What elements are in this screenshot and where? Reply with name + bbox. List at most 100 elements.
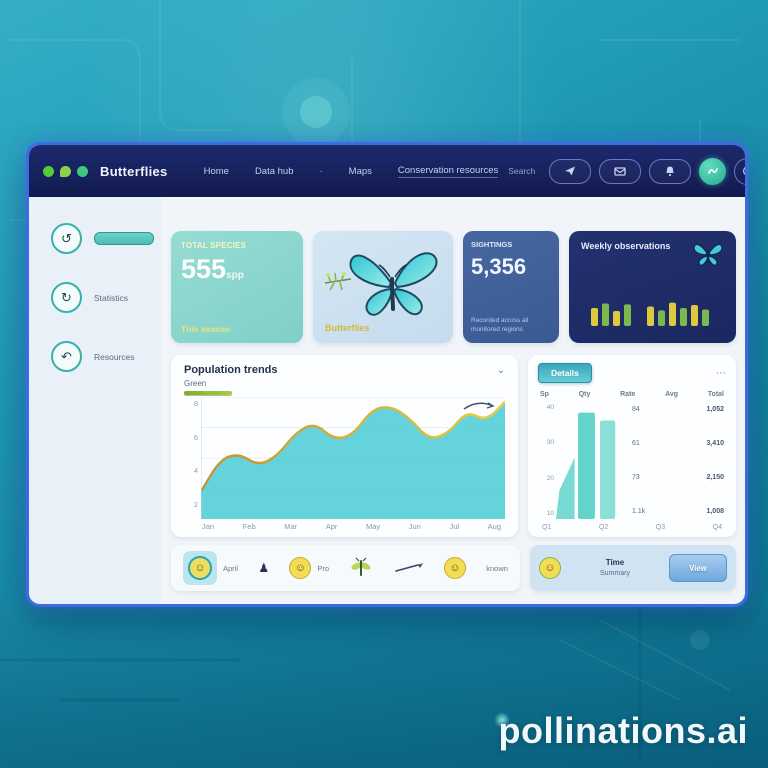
nav-links: Home Data hub · Maps Conservation resour…	[204, 165, 499, 178]
history-icon: ↺	[51, 223, 82, 254]
bar-y-label: 30	[546, 439, 554, 447]
chart-zone: 8 6 4 2	[184, 397, 505, 519]
quick-action-smiley[interactable]: ☺	[443, 557, 466, 579]
y-tick: 4	[193, 466, 198, 476]
stat-cards-row: TOTAL SPECIES 555spp This season	[171, 231, 736, 343]
quick-action-pen[interactable]	[394, 562, 424, 574]
nav-link-resources[interactable]: Conservation resources	[397, 164, 499, 178]
traffic-dots	[43, 165, 88, 177]
sidebar-item-resources[interactable]: ↶ Resources	[29, 341, 161, 372]
avatar-mark-icon	[707, 168, 718, 174]
x-tick: Jan	[202, 522, 215, 531]
table-header: Sp	[540, 391, 549, 398]
x-axis-labels: Jan Feb Mar Apr May Jun Jul Aug	[198, 519, 505, 531]
bell-icon	[666, 166, 674, 177]
butterfly-illustration	[349, 252, 438, 316]
details-button[interactable]: Details	[538, 363, 592, 383]
quick-action-bug[interactable]	[349, 557, 373, 579]
watermark: pollinations.ai	[498, 710, 748, 751]
card-sightings[interactable]: SIGHTINGS 5,356 Recorded across all moni…	[463, 231, 559, 343]
dashboard-window: Butterflies Home Data hub · Maps Conserv…	[26, 142, 748, 607]
quick-action-label: known	[486, 563, 508, 573]
quick-action-known[interactable]: known	[486, 564, 508, 573]
table-cell: 1.1k	[632, 508, 646, 515]
area-chart[interactable]	[201, 397, 505, 519]
flower-face-icon: ☺	[539, 557, 561, 579]
detail-panel-header: Details ⋯	[538, 363, 726, 383]
bottom-row: ☺ April ♟ ☺ Pro	[171, 545, 736, 591]
card-weekly-observations[interactable]: Weekly observations	[569, 231, 736, 343]
card-butterfly[interactable]: Butterflies	[313, 231, 453, 343]
trend-chart-panel: Population trends ⌄ Green 8 6 4 2 Jan Feb Mar…	[171, 355, 518, 537]
smiley-icon: ☺	[443, 557, 466, 579]
card-title: Weekly observations	[581, 241, 671, 251]
quick-action-pawn[interactable]: ♟	[258, 561, 269, 575]
y-tick: 6	[193, 432, 198, 442]
card-bars-svg	[591, 302, 709, 326]
detail-panel: Details ⋯ Sp Qty Rate Avg Total 40 30 20 10 84 1…	[528, 355, 736, 537]
back-arrow-icon: ↶	[51, 341, 82, 372]
green-dot-icon	[43, 165, 54, 177]
chess-pawn-icon: ♟	[258, 561, 270, 575]
chevron-down-icon[interactable]: ⌄	[496, 364, 505, 376]
legend-swatch	[184, 391, 232, 395]
send-button[interactable]	[549, 158, 592, 184]
footer-label: Q3	[655, 524, 666, 531]
notifications-button[interactable]	[649, 158, 692, 184]
table-cell: 2,150	[706, 474, 724, 481]
table-header: Qty	[578, 391, 591, 398]
summary-strip: ☺ Time Summary View	[530, 545, 736, 591]
nav-link-data[interactable]: Data hub	[254, 165, 294, 177]
more-menu-icon[interactable]: ⋯	[716, 367, 726, 379]
quick-action-pro[interactable]: ☺ Pro	[289, 557, 329, 579]
nav-link-home[interactable]: Home	[203, 165, 229, 177]
table-cell: 1,052	[706, 406, 724, 413]
inbox-icon	[614, 167, 626, 176]
mini-bars-svg	[556, 412, 616, 519]
app-logo: Butterflies	[100, 163, 168, 179]
detail-panel-body: 40 30 20 10 84 1,052 61 3,410 73 2,150 1.1k 1,008	[538, 402, 726, 519]
weekly-mini-bars	[591, 292, 736, 331]
x-tick: Jun	[408, 522, 421, 531]
card-total-species[interactable]: TOTAL SPECIES 555spp This season	[171, 231, 303, 343]
quick-action-april[interactable]: ☺ April	[183, 551, 238, 585]
card-title: TOTAL SPECIES	[181, 241, 247, 250]
table-cell: 3,410	[706, 440, 724, 447]
table-cell: 73	[632, 474, 640, 481]
search-label[interactable]: Search	[508, 166, 536, 176]
refresh-icon: ↻	[51, 282, 82, 313]
user-avatar[interactable]	[699, 157, 727, 185]
summary-line1: Time	[605, 558, 625, 568]
table-header: Rate	[620, 391, 636, 398]
highlight-box: ☺	[183, 551, 217, 585]
clock-icon	[742, 166, 745, 176]
detail-bar-chart[interactable]: 40 30 20 10	[538, 402, 622, 519]
sidebar-item-recent[interactable]: ↺	[29, 223, 161, 254]
quick-action-label: April	[223, 563, 239, 573]
nav-link-maps[interactable]: Maps	[348, 165, 372, 177]
legend-label: Green	[184, 379, 207, 388]
table-row[interactable]: 73 2,150	[632, 474, 724, 481]
sidebar-item-label: Resources	[94, 351, 135, 362]
table-row[interactable]: 61 3,410	[632, 440, 724, 447]
sidebar-item-statistics[interactable]: ↻ Statistics	[29, 282, 161, 313]
view-button[interactable]: View	[668, 554, 727, 582]
table-row[interactable]: 84 1,052	[632, 406, 724, 413]
x-tick: May	[366, 522, 381, 531]
detail-footer-labels: Q1 Q2 Q3 Q4	[538, 524, 726, 531]
table-row[interactable]: 1.1k 1,008	[632, 508, 724, 515]
x-tick: Jul	[449, 522, 460, 531]
quick-action-label: Pro	[317, 563, 330, 573]
x-tick: Apr	[325, 522, 338, 531]
smiley-icon: ☺	[289, 557, 312, 579]
card-value: 555spp	[181, 254, 244, 284]
table-cell: 61	[632, 440, 640, 447]
inbox-button[interactable]	[599, 158, 642, 184]
sprig-icon	[324, 272, 352, 291]
area-chart-svg	[201, 397, 505, 519]
footer-label: Q1	[542, 524, 552, 531]
detail-table: 84 1,052 61 3,410 73 2,150 1.1k 1,008	[622, 402, 726, 519]
footer-label: Q2	[598, 524, 609, 531]
settings-button[interactable]	[734, 157, 745, 185]
table-header: Avg	[665, 391, 679, 398]
